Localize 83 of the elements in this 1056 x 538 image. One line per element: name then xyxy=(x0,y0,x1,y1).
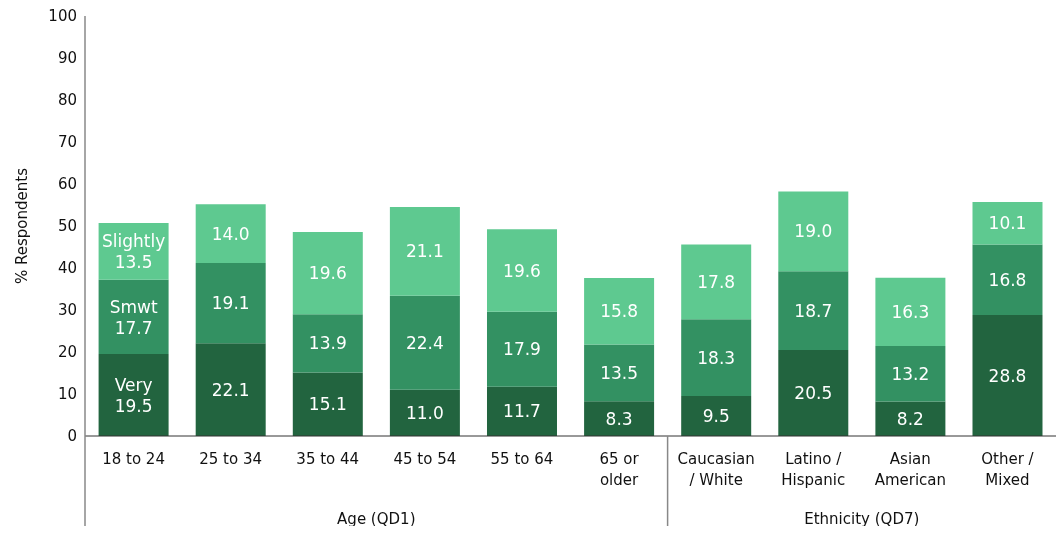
data-label: 15.1 xyxy=(308,394,347,415)
bar xyxy=(778,271,849,350)
y-tick-label: 60 xyxy=(57,175,77,194)
data-label: 16.8 xyxy=(988,269,1027,290)
y-tick-label: 70 xyxy=(57,133,77,152)
bar xyxy=(681,319,752,397)
x-tick-label: 18 to 24 xyxy=(102,450,165,468)
series-label: Slightly xyxy=(101,231,166,252)
bar xyxy=(486,386,557,436)
data-label: 19.6 xyxy=(308,263,347,284)
bar xyxy=(389,389,460,436)
bar xyxy=(486,229,557,312)
x-tick-label: 65 or older xyxy=(599,450,640,489)
data-label: 10.1 xyxy=(988,213,1027,234)
data-label: 19.0 xyxy=(794,221,833,242)
data-label: 21.1 xyxy=(405,241,444,262)
data-label: 16.3 xyxy=(891,301,930,322)
y-tick-label: 80 xyxy=(57,91,77,110)
data-label: 20.5 xyxy=(794,382,833,403)
data-label: 17.9 xyxy=(503,339,541,360)
bar xyxy=(681,396,752,436)
data-label: 15.8 xyxy=(600,301,639,322)
data-label: 17.7 xyxy=(114,317,153,338)
data-label: 19.5 xyxy=(114,396,153,417)
data-label: 13.5 xyxy=(600,362,639,383)
y-tick-label: 0 xyxy=(67,427,77,446)
bar xyxy=(584,401,655,436)
data-label: 8.3 xyxy=(605,408,633,429)
x-tick-label: 25 to 34 xyxy=(199,450,263,468)
data-label: 22.1 xyxy=(211,379,250,400)
y-tick-label: 90 xyxy=(57,49,77,68)
bar xyxy=(778,349,849,436)
x-tick-label: 55 to 64 xyxy=(490,450,554,468)
x-tick-label: Caucasian / White xyxy=(677,450,755,489)
bar xyxy=(584,344,655,402)
bar xyxy=(292,372,363,436)
data-label: 11.7 xyxy=(503,401,541,422)
x-tick-label: Asian American xyxy=(874,450,947,489)
data-label: 13.9 xyxy=(308,333,347,354)
bar xyxy=(389,295,460,390)
bar xyxy=(389,207,460,296)
x-tick-label: 35 to 44 xyxy=(296,450,360,468)
bar xyxy=(875,346,946,402)
y-tick-label: 100 xyxy=(48,7,77,26)
x-tick-label: 45 to 54 xyxy=(393,450,457,468)
data-label: 22.4 xyxy=(405,332,444,353)
data-label: 14.0 xyxy=(211,223,250,244)
data-label: 8.2 xyxy=(896,408,924,429)
y-tick-label: 20 xyxy=(57,343,77,362)
data-label: 13.5 xyxy=(114,252,153,273)
data-label: 17.8 xyxy=(697,271,736,292)
bar xyxy=(195,262,266,344)
bar xyxy=(875,277,946,347)
bar xyxy=(584,278,655,345)
bar xyxy=(98,354,169,436)
bar xyxy=(292,231,363,315)
data-label: 18.3 xyxy=(697,347,736,368)
x-tick-label: Other / Mixed xyxy=(981,450,1035,489)
y-tick-label: 40 xyxy=(57,259,77,278)
bar xyxy=(195,204,266,263)
bar xyxy=(972,244,1043,316)
bar xyxy=(972,315,1043,436)
series-label: Smwt xyxy=(109,296,158,317)
bar xyxy=(195,343,266,436)
bar xyxy=(681,244,752,320)
data-label: 19.6 xyxy=(503,260,541,281)
data-label: 13.2 xyxy=(891,363,930,384)
bar xyxy=(98,279,169,355)
data-label: 9.5 xyxy=(702,406,730,427)
bar xyxy=(486,311,557,387)
data-label: 11.0 xyxy=(405,402,444,423)
bar xyxy=(778,191,849,272)
bar xyxy=(972,202,1043,245)
series-label: Very xyxy=(114,375,153,396)
y-tick-label: 50 xyxy=(57,217,77,236)
data-label: 18.7 xyxy=(794,300,833,321)
y-axis-title: % Respondents xyxy=(13,167,32,284)
data-label: 19.1 xyxy=(211,293,250,314)
data-label: 28.8 xyxy=(988,365,1027,386)
y-tick-label: 10 xyxy=(57,385,77,404)
bar xyxy=(292,314,363,373)
x-tick-label: Latino / Hispanic xyxy=(781,450,846,489)
y-tick-label: 30 xyxy=(57,301,77,320)
